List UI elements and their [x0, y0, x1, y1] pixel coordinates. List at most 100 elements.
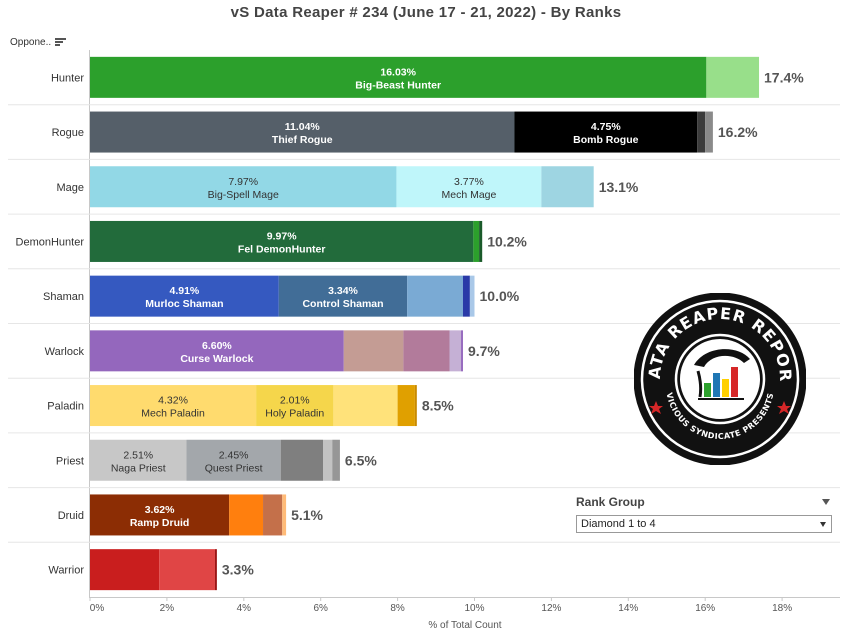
- filter-menu-caret-icon[interactable]: [822, 499, 830, 505]
- segment-archetype-label: Mech Mage: [441, 189, 496, 201]
- segment-value-label: 3.62%: [145, 504, 175, 516]
- bar-segment[interactable]: [278, 275, 408, 317]
- bar-segment[interactable]: [90, 56, 707, 98]
- bar-segment[interactable]: [414, 385, 417, 427]
- category-label: Warlock: [45, 346, 85, 358]
- x-tick-label: 18%: [772, 603, 792, 614]
- bar-segment[interactable]: [186, 439, 281, 481]
- segment-value-label: 16.03%: [380, 66, 416, 78]
- x-tick-label: 12%: [541, 603, 561, 614]
- total-label: 10.2%: [487, 233, 527, 249]
- segment-archetype-label: Mech Paladin: [141, 408, 205, 420]
- total-label: 9.7%: [468, 343, 500, 359]
- bar-segment[interactable]: [461, 330, 463, 372]
- bar-segment[interactable]: [282, 494, 287, 536]
- rank-group-filter: Rank Group Diamond 1 to 4: [576, 495, 832, 533]
- bar-segment[interactable]: [90, 220, 474, 262]
- segment-archetype-label: Bomb Rogue: [573, 134, 638, 146]
- x-tick-label: 16%: [695, 603, 715, 614]
- total-label: 16.2%: [718, 124, 758, 140]
- segment-archetype-label: Naga Priest: [111, 462, 166, 474]
- bar-segment[interactable]: [403, 330, 450, 372]
- segment-archetype-label: Big-Spell Mage: [208, 189, 279, 201]
- total-label: 8.5%: [422, 398, 454, 414]
- segment-value-label: 7.97%: [228, 176, 258, 188]
- rank-group-selected: Diamond 1 to 4: [581, 518, 656, 530]
- category-label: Shaman: [43, 291, 84, 303]
- x-tick-label: 6%: [313, 603, 328, 614]
- segment-archetype-label: Control Shaman: [302, 298, 383, 310]
- bar-segment[interactable]: [90, 111, 515, 153]
- segment-value-label: 2.51%: [123, 449, 153, 461]
- bar-segment[interactable]: [263, 494, 283, 536]
- bar-segment[interactable]: [159, 549, 215, 591]
- x-axis-label: % of Total Count: [428, 620, 502, 631]
- bar-segment[interactable]: [90, 166, 397, 208]
- category-label: Rogue: [52, 127, 84, 139]
- category-label: Mage: [56, 182, 84, 194]
- bar-segment[interactable]: [706, 56, 760, 98]
- bar-segment[interactable]: [90, 439, 187, 481]
- segment-value-label: 2.45%: [219, 449, 249, 461]
- rank-group-label: Rank Group: [576, 495, 645, 509]
- total-label: 13.1%: [599, 179, 639, 195]
- category-label: Hunter: [51, 72, 84, 84]
- rank-group-select[interactable]: Diamond 1 to 4: [576, 515, 832, 533]
- bar-segment[interactable]: [343, 330, 404, 372]
- x-axis-line: [89, 597, 840, 598]
- bar-segment[interactable]: [514, 111, 698, 153]
- bar-segment[interactable]: [90, 275, 279, 317]
- category-label: Paladin: [47, 401, 84, 413]
- bar-segment[interactable]: [397, 385, 415, 427]
- segment-value-label: 4.75%: [591, 121, 621, 133]
- segment-value-label: 11.04%: [285, 121, 321, 133]
- segment-archetype-label: Thief Rogue: [272, 134, 333, 146]
- bar-segment[interactable]: [462, 275, 470, 317]
- bar-segment[interactable]: [323, 439, 333, 481]
- x-tick-label: 8%: [390, 603, 405, 614]
- data-reaper-report-logo: DATA REAPER REPORT VICIOUS SYNDICATE PRE…: [634, 293, 806, 465]
- bar-segment[interactable]: [479, 220, 483, 262]
- bar-segment[interactable]: [697, 111, 706, 153]
- bar-segment[interactable]: [90, 330, 344, 372]
- bar-segment[interactable]: [473, 220, 480, 262]
- x-tick-label: 0%: [90, 603, 105, 614]
- category-label: Druid: [58, 510, 84, 522]
- bar-segment[interactable]: [90, 549, 160, 591]
- segment-value-label: 3.34%: [328, 285, 358, 297]
- bar-segment[interactable]: [214, 549, 217, 591]
- bar-segment[interactable]: [332, 439, 340, 481]
- bar-segment[interactable]: [333, 385, 398, 427]
- segment-archetype-label: Ramp Druid: [130, 517, 190, 529]
- x-tick-label: 4%: [237, 603, 252, 614]
- segment-archetype-label: Quest Priest: [205, 462, 263, 474]
- segment-value-label: 9.97%: [267, 230, 297, 242]
- category-label: DemonHunter: [16, 236, 85, 248]
- chart-title: vS Data Reaper # 234 (June 17 - 21, 2022…: [230, 4, 622, 21]
- x-tick-label: 14%: [618, 603, 638, 614]
- segment-value-label: 4.91%: [170, 285, 200, 297]
- x-tick-label: 2%: [160, 603, 175, 614]
- category-label: Warrior: [48, 565, 84, 577]
- bar-segment[interactable]: [229, 494, 264, 536]
- bar-segment[interactable]: [90, 385, 257, 427]
- bar-segment[interactable]: [396, 166, 542, 208]
- segment-archetype-label: Curse Warlock: [180, 353, 253, 365]
- opponent-column-header[interactable]: Oppone..: [10, 34, 67, 50]
- sort-icon[interactable]: [55, 37, 67, 47]
- bar-segment[interactable]: [256, 385, 334, 427]
- segment-value-label: 6.60%: [202, 340, 232, 352]
- bar-segment[interactable]: [705, 111, 713, 153]
- bar-segment[interactable]: [407, 275, 463, 317]
- x-tick-label: 10%: [464, 603, 484, 614]
- category-label: Priest: [56, 455, 84, 467]
- total-label: 17.4%: [764, 69, 804, 85]
- bar-segment[interactable]: [90, 494, 230, 536]
- total-label: 10.0%: [480, 288, 520, 304]
- bar-segment[interactable]: [280, 439, 324, 481]
- bar-segment[interactable]: [469, 275, 475, 317]
- total-label: 3.3%: [222, 562, 254, 578]
- bar-segment[interactable]: [449, 330, 462, 372]
- bar-segment[interactable]: [541, 166, 594, 208]
- chevron-down-icon: [820, 522, 826, 527]
